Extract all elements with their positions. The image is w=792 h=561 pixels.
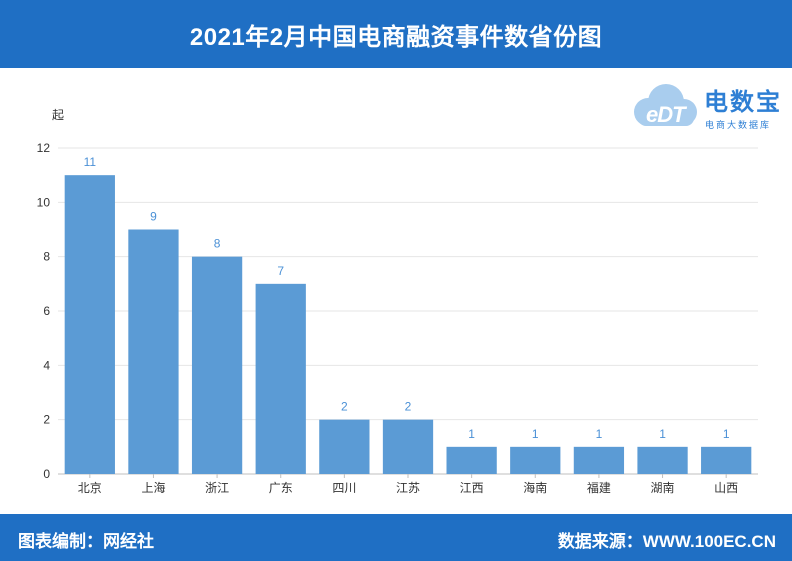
data-label: 1: [596, 427, 603, 441]
edt-logo: eDT 电数宝 电商大数据库: [626, 76, 792, 136]
logo-name: 电数宝: [704, 89, 782, 116]
x-tick-label: 浙江: [205, 481, 229, 495]
x-tick-label: 四川: [332, 481, 356, 495]
logo-tagline: 电商大数据库: [705, 120, 772, 130]
data-label: 1: [532, 427, 539, 441]
y-tick-label: 10: [37, 195, 51, 209]
data-label: 1: [659, 427, 666, 441]
x-tick-label: 江苏: [396, 481, 420, 495]
x-tick-label: 湖南: [651, 480, 675, 495]
chart-footer: 图表编制：网经社 数据来源：WWW.100EC.CN: [0, 514, 792, 561]
chart-header: 2021年2月中国电商融资事件数省份图: [0, 0, 792, 68]
data-label: 1: [468, 427, 475, 441]
bar: [701, 446, 752, 474]
x-tick-label: 福建: [587, 480, 611, 495]
data-label: 7: [277, 264, 284, 278]
bar: [128, 229, 179, 474]
bar: [637, 446, 688, 474]
footer-source: 数据来源：WWW.100EC.CN: [557, 532, 776, 551]
bar: [319, 419, 370, 474]
footer-editor: 图表编制：网经社: [18, 532, 154, 551]
bar: [446, 446, 497, 474]
bar: [191, 256, 243, 474]
x-tick-label: 上海: [141, 480, 165, 495]
bar: [64, 175, 115, 474]
y-tick-label: 12: [37, 141, 51, 155]
y-tick-label: 4: [43, 358, 50, 372]
cloud-icon: [634, 84, 697, 126]
y-tick-label: 0: [43, 467, 50, 481]
x-tick-label: 北京: [78, 481, 102, 495]
data-label: 8: [214, 237, 221, 251]
y-tick-label: 2: [43, 413, 50, 427]
data-label: 2: [405, 400, 412, 414]
y-tick-label: 8: [43, 250, 50, 264]
logo-mark: eDT: [646, 102, 686, 127]
data-label: 1: [723, 427, 730, 441]
bar: [382, 419, 434, 474]
data-label: 9: [150, 210, 157, 224]
bar: [255, 283, 306, 474]
x-tick-label: 广东: [269, 481, 293, 495]
x-tick-label: 江西: [460, 481, 484, 495]
x-tick-label: 海南: [523, 480, 547, 495]
y-unit-label: 起: [52, 108, 64, 122]
x-tick-label: 山西: [714, 481, 738, 495]
y-tick-label: 6: [43, 304, 50, 318]
bar: [510, 446, 561, 474]
data-label: 2: [341, 400, 348, 414]
data-label: 11: [84, 155, 97, 169]
chart-title: 2021年2月中国电商融资事件数省份图: [189, 23, 603, 51]
bar: [573, 446, 625, 474]
